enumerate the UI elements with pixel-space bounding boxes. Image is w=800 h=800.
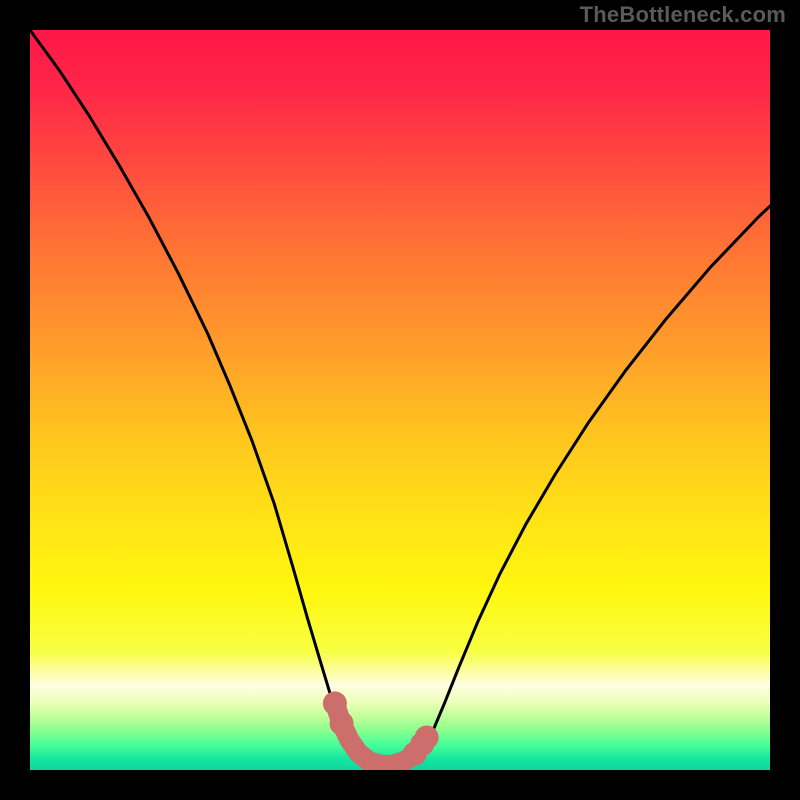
watermark-text: TheBottleneck.com — [580, 2, 786, 28]
chart-border — [770, 0, 800, 800]
chart-border — [0, 0, 30, 800]
chart-border — [0, 770, 800, 800]
trough-marker-dot — [330, 711, 354, 735]
chart-container: TheBottleneck.com — [0, 0, 800, 800]
bottleneck-chart — [0, 0, 800, 800]
trough-marker-dot — [415, 725, 439, 749]
plot-background — [30, 30, 770, 770]
